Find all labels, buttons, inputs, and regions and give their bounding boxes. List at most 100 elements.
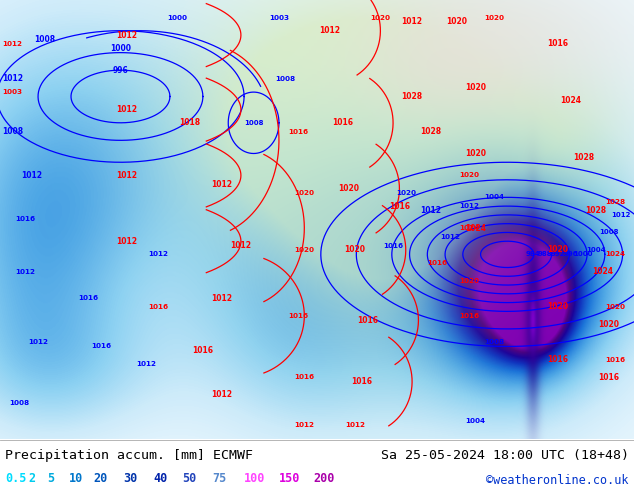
- Text: 1012: 1012: [319, 26, 340, 35]
- Text: 1004: 1004: [465, 418, 486, 424]
- Text: 1004: 1004: [484, 195, 505, 200]
- Text: 10: 10: [68, 472, 82, 485]
- Text: 1024: 1024: [465, 223, 486, 233]
- Text: 2: 2: [29, 472, 36, 485]
- Text: 1008: 1008: [2, 127, 23, 136]
- Text: 1012: 1012: [136, 361, 156, 367]
- Text: 1020: 1020: [465, 149, 486, 158]
- Text: 1024: 1024: [592, 268, 613, 276]
- Text: 1012: 1012: [148, 251, 169, 257]
- Text: 992: 992: [551, 251, 565, 257]
- Text: 1016: 1016: [294, 374, 314, 380]
- Text: 1020: 1020: [396, 190, 416, 196]
- Text: 1012: 1012: [3, 41, 23, 47]
- Text: 1012: 1012: [21, 171, 42, 180]
- Text: 1020: 1020: [605, 304, 625, 310]
- Text: 75: 75: [212, 472, 226, 485]
- Text: 1024: 1024: [560, 97, 581, 105]
- Text: 1016: 1016: [148, 304, 169, 310]
- Text: 1012: 1012: [2, 74, 23, 83]
- Text: 1020: 1020: [459, 172, 479, 178]
- Text: 1016: 1016: [383, 243, 403, 248]
- Text: 1012: 1012: [28, 339, 48, 345]
- Text: 1020: 1020: [547, 245, 569, 254]
- Text: 1012: 1012: [116, 30, 138, 40]
- Text: 996: 996: [113, 66, 128, 74]
- Text: 1012: 1012: [230, 241, 252, 250]
- Text: 1012: 1012: [459, 203, 479, 209]
- Text: 1012: 1012: [612, 212, 631, 218]
- Text: 984: 984: [525, 251, 540, 257]
- Text: 1008: 1008: [244, 120, 263, 126]
- Text: 1028: 1028: [420, 127, 442, 136]
- Text: 1012: 1012: [211, 294, 233, 303]
- Text: 1028: 1028: [401, 92, 423, 101]
- Text: 1016: 1016: [288, 128, 308, 135]
- Text: 988: 988: [538, 251, 553, 257]
- Text: 1020: 1020: [465, 83, 486, 92]
- Text: 996: 996: [564, 251, 578, 257]
- Text: 30: 30: [124, 472, 138, 485]
- Text: 1012: 1012: [294, 422, 314, 428]
- Text: 1012: 1012: [420, 206, 442, 215]
- Text: 1004: 1004: [586, 247, 605, 253]
- Text: 1020: 1020: [294, 247, 314, 253]
- Text: Precipitation accum. [mm] ECMWF: Precipitation accum. [mm] ECMWF: [5, 449, 253, 462]
- Text: 50: 50: [183, 472, 197, 485]
- Text: 1016: 1016: [427, 260, 448, 266]
- Text: 1016: 1016: [389, 201, 410, 211]
- Text: 1016: 1016: [547, 39, 569, 49]
- Text: 1000: 1000: [574, 251, 593, 257]
- Text: 0.5: 0.5: [5, 472, 27, 485]
- Text: 1016: 1016: [15, 216, 36, 222]
- Text: 40: 40: [153, 472, 167, 485]
- Text: 1003: 1003: [269, 15, 289, 21]
- Text: 1016: 1016: [598, 373, 619, 382]
- Text: 1020: 1020: [598, 320, 619, 329]
- Text: 200: 200: [313, 472, 335, 485]
- Text: 20: 20: [94, 472, 108, 485]
- Text: 1000: 1000: [167, 15, 188, 21]
- Text: 1028: 1028: [585, 206, 607, 215]
- Text: Sa 25-05-2024 18:00 UTC (18+48): Sa 25-05-2024 18:00 UTC (18+48): [381, 449, 629, 462]
- Text: 1016: 1016: [547, 355, 569, 364]
- Text: 1012: 1012: [15, 269, 36, 275]
- Text: 1020: 1020: [446, 18, 467, 26]
- Text: 1012: 1012: [440, 234, 460, 240]
- Text: 100: 100: [244, 472, 266, 485]
- Text: 150: 150: [279, 472, 301, 485]
- Text: 1000: 1000: [110, 44, 131, 53]
- Text: 1020: 1020: [338, 184, 359, 193]
- Text: 1012: 1012: [401, 18, 423, 26]
- Text: 1028: 1028: [573, 153, 594, 162]
- Text: 1008: 1008: [9, 400, 29, 407]
- Text: 1016: 1016: [459, 313, 479, 319]
- Text: 1018: 1018: [179, 118, 201, 127]
- Text: 1016: 1016: [357, 316, 378, 325]
- Text: 1008: 1008: [484, 339, 505, 345]
- Text: 1024: 1024: [605, 251, 625, 257]
- Text: 1016: 1016: [332, 118, 353, 127]
- Text: 1012: 1012: [211, 390, 233, 399]
- Text: 1016: 1016: [288, 313, 308, 319]
- Text: 1020: 1020: [459, 278, 479, 284]
- Text: 1016: 1016: [192, 346, 214, 355]
- Text: 1012: 1012: [345, 422, 365, 428]
- Text: 1008: 1008: [34, 35, 55, 44]
- Text: 1008: 1008: [275, 76, 295, 82]
- Text: 1020: 1020: [344, 245, 366, 254]
- Text: 1016: 1016: [79, 295, 99, 301]
- Text: 5: 5: [48, 472, 55, 485]
- Text: 1016: 1016: [605, 357, 625, 363]
- Text: 1020: 1020: [370, 15, 391, 21]
- Text: 1012: 1012: [211, 180, 233, 189]
- Text: 1020: 1020: [294, 190, 314, 196]
- Text: ©weatheronline.co.uk: ©weatheronline.co.uk: [486, 474, 629, 487]
- Text: 1020: 1020: [484, 15, 505, 21]
- Text: 1020: 1020: [547, 302, 569, 312]
- Text: 1012: 1012: [116, 105, 138, 114]
- Text: 1016: 1016: [351, 377, 372, 386]
- Text: 1003: 1003: [3, 89, 23, 95]
- Text: 1012: 1012: [116, 237, 138, 245]
- Text: 1028: 1028: [605, 199, 625, 205]
